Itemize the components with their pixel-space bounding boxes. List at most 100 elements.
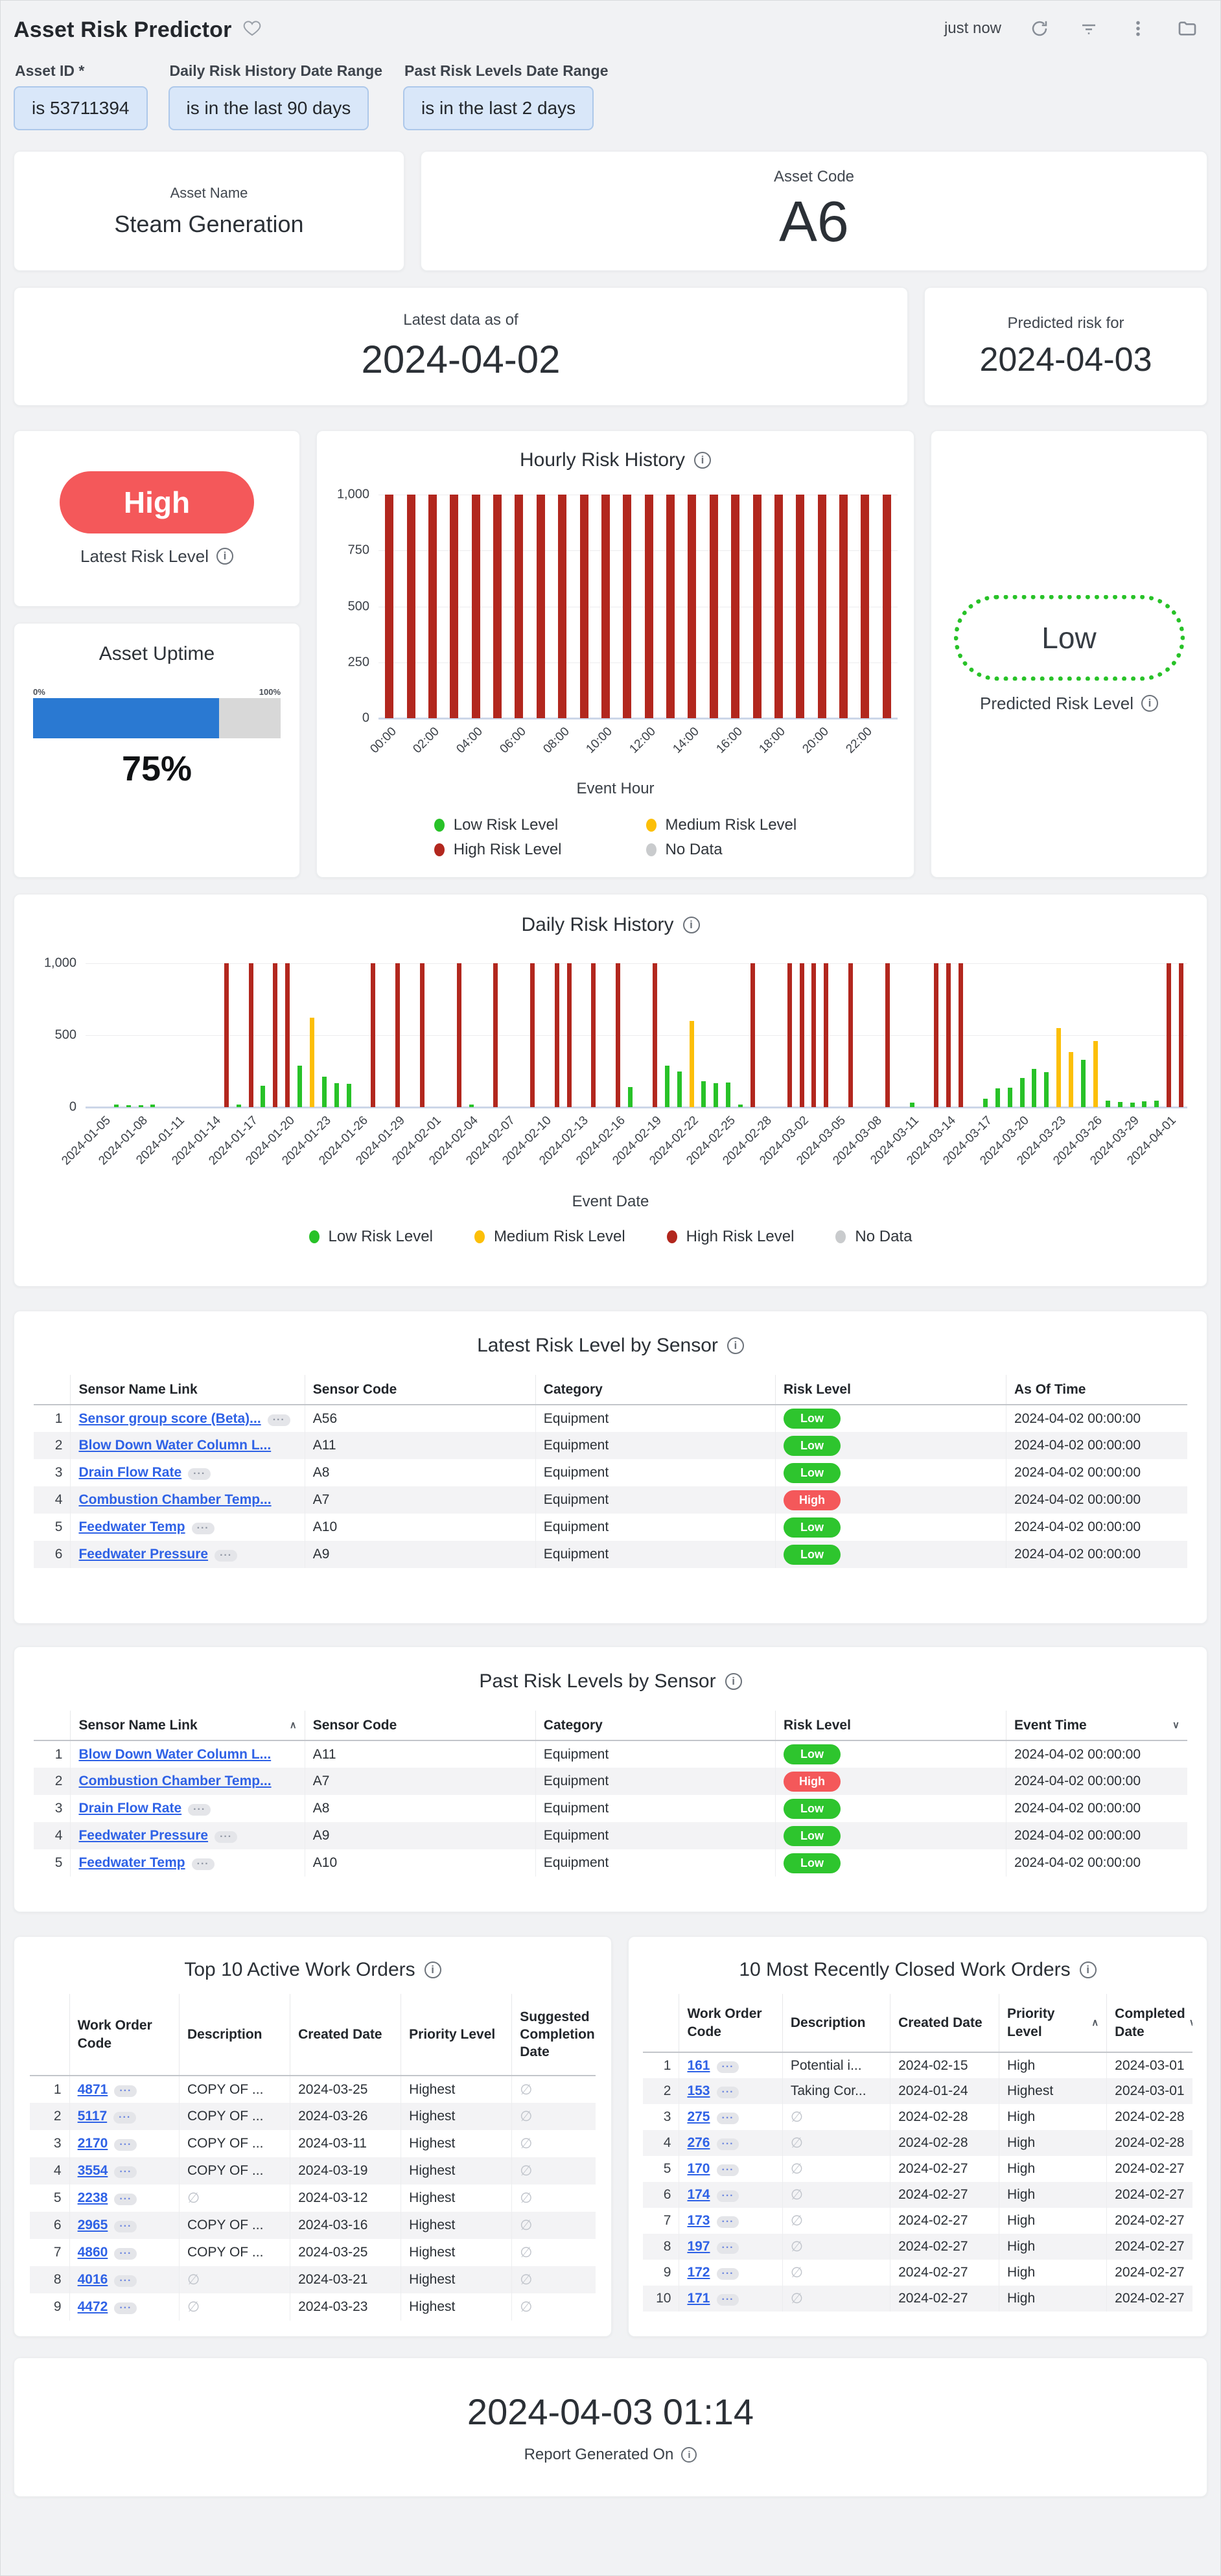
cell-link[interactable]: 2965 <box>77 2218 108 2232</box>
column-header[interactable]: Sensor Name Link ∧ <box>70 1711 305 1741</box>
folder-icon[interactable] <box>1176 18 1198 40</box>
more-options-icon[interactable]: ··· <box>191 1523 215 1534</box>
column-header[interactable]: Sensor Code <box>304 1711 536 1741</box>
sort-desc-icon[interactable]: ∨ <box>1185 2017 1192 2030</box>
info-icon[interactable]: i <box>727 1337 744 1354</box>
sort-asc-icon[interactable]: ∧ <box>289 1719 297 1731</box>
column-header[interactable]: As Of Time <box>1006 1375 1187 1405</box>
info-icon[interactable]: i <box>1141 695 1158 712</box>
cell-link[interactable]: Combustion Chamber Temp... <box>78 1774 272 1788</box>
cell-link[interactable]: Feedwater Temp <box>78 1855 185 1870</box>
column-header[interactable]: Risk Level <box>775 1375 1006 1405</box>
cell-link[interactable]: Feedwater Pressure <box>78 1547 209 1562</box>
cell-link[interactable]: 4860 <box>77 2245 108 2260</box>
column-header[interactable]: Description <box>178 1994 290 2076</box>
refresh-icon[interactable] <box>1029 18 1051 40</box>
info-icon[interactable]: i <box>682 917 700 933</box>
filter-asset-id-chip[interactable]: is 53711394 <box>14 86 148 130</box>
column-header[interactable]: Work Order Code <box>69 1994 180 2076</box>
cell-link[interactable]: Feedwater Pressure <box>78 1828 209 1843</box>
more-options-icon[interactable]: ··· <box>716 2268 739 2280</box>
column-header[interactable]: Created Date <box>890 1994 999 2053</box>
chart-bar <box>726 1083 731 1107</box>
column-header[interactable]: Category <box>535 1711 776 1741</box>
more-options-icon[interactable]: ··· <box>114 2302 137 2314</box>
more-options-icon[interactable]: ··· <box>716 2138 739 2150</box>
more-options-icon[interactable]: ··· <box>114 2248 137 2260</box>
cell-link[interactable]: Drain Flow Rate <box>78 1801 182 1816</box>
cell-link[interactable]: 161 <box>687 2057 710 2073</box>
cell-link[interactable]: Blow Down Water Column L... <box>78 1438 272 1453</box>
cell-link[interactable]: 2170 <box>77 2136 108 2151</box>
column-header[interactable]: Event Time ∨ <box>1006 1711 1187 1741</box>
more-options-icon[interactable]: ··· <box>114 2139 137 2151</box>
cell-link[interactable]: 197 <box>687 2239 710 2254</box>
cell-link[interactable]: 170 <box>687 2161 710 2176</box>
more-options-icon[interactable]: ··· <box>113 2112 137 2124</box>
cell-link[interactable]: 275 <box>687 2109 710 2124</box>
cell-link[interactable]: Feedwater Temp <box>78 1519 185 1534</box>
cell-link[interactable]: 3554 <box>77 2163 108 2178</box>
sort-desc-icon[interactable]: ∨ <box>1172 1719 1180 1731</box>
more-options-icon[interactable]: ··· <box>188 1468 211 1480</box>
info-icon[interactable]: i <box>1079 1961 1097 1978</box>
more-options-icon[interactable]: ··· <box>215 1831 238 1843</box>
more-options-icon[interactable]: ··· <box>716 2113 739 2124</box>
more-options-icon[interactable]: ··· <box>114 2166 137 2178</box>
more-options-icon[interactable]: ··· <box>716 2061 739 2073</box>
more-options-icon[interactable]: ··· <box>114 2275 137 2287</box>
cell-link[interactable]: 2238 <box>77 2190 108 2205</box>
column-header[interactable]: Sensor Name Link <box>70 1375 305 1405</box>
info-icon[interactable]: i <box>725 1673 742 1690</box>
filter-past-range-chip[interactable]: is in the last 2 days <box>403 86 594 130</box>
cell-link[interactable]: 153 <box>687 2083 710 2098</box>
cell-link[interactable]: 4016 <box>77 2272 108 2287</box>
info-icon[interactable]: i <box>424 1961 441 1978</box>
info-icon[interactable]: i <box>681 2447 697 2463</box>
cell-link[interactable]: 4472 <box>77 2299 108 2314</box>
more-options-icon[interactable]: ··· <box>114 2221 137 2232</box>
more-options-icon[interactable]: ··· <box>114 2085 137 2097</box>
more-options-icon[interactable]: ··· <box>191 1858 215 1870</box>
column-header[interactable]: Suggested Completion Date <box>511 1994 596 2076</box>
cell-link[interactable]: 174 <box>687 2187 710 2202</box>
column-header[interactable]: Completed Date∨ <box>1106 1994 1192 2053</box>
more-options-icon[interactable]: ··· <box>716 2242 739 2254</box>
info-icon[interactable]: i <box>216 548 233 565</box>
cell-link[interactable]: 173 <box>687 2213 710 2228</box>
filter-icon[interactable] <box>1078 18 1100 40</box>
more-options-icon[interactable]: ··· <box>716 2294 739 2306</box>
cell-link[interactable]: 5117 <box>77 2109 108 2124</box>
more-options-icon[interactable]: ··· <box>267 1414 290 1426</box>
more-options-icon[interactable]: ··· <box>716 2164 739 2176</box>
more-options-icon[interactable]: ··· <box>716 2087 739 2098</box>
more-options-icon[interactable]: ··· <box>716 2216 739 2228</box>
column-header[interactable]: Sensor Code <box>304 1375 536 1405</box>
column-header[interactable]: Priority Level <box>401 1994 512 2076</box>
column-header[interactable]: Description <box>782 1994 890 2053</box>
column-header[interactable]: Created Date <box>290 1994 401 2076</box>
cell-link[interactable]: Combustion Chamber Temp... <box>78 1492 272 1507</box>
filter-daily-range-chip[interactable]: is in the last 90 days <box>168 86 369 130</box>
cell-link[interactable]: 172 <box>687 2265 710 2280</box>
more-options-icon[interactable]: ··· <box>215 1550 238 1562</box>
column-header[interactable]: Priority Level ∧ <box>998 1994 1107 2053</box>
more-options-icon[interactable]: ··· <box>188 1804 211 1816</box>
favorite-heart-icon[interactable] <box>242 19 262 41</box>
info-icon[interactable]: i <box>694 452 712 469</box>
kebab-menu-icon[interactable] <box>1127 18 1149 40</box>
cell-link[interactable]: 171 <box>687 2291 710 2306</box>
cell-link[interactable]: Drain Flow Rate <box>78 1465 182 1480</box>
risk-level-badge: Low <box>784 1517 841 1538</box>
cell-link[interactable]: Sensor group score (Beta)... <box>78 1411 261 1426</box>
legend-item: High Risk Level <box>434 841 562 859</box>
cell-link[interactable]: 276 <box>687 2135 710 2150</box>
more-options-icon[interactable]: ··· <box>716 2190 739 2202</box>
more-options-icon[interactable]: ··· <box>114 2194 137 2205</box>
cell-link[interactable]: Blow Down Water Column L... <box>78 1746 272 1762</box>
sort-asc-icon[interactable]: ∧ <box>1091 2017 1099 2028</box>
cell-link[interactable]: 4871 <box>77 2081 108 2097</box>
column-header[interactable]: Category <box>535 1375 776 1405</box>
column-header[interactable]: Risk Level <box>775 1711 1006 1741</box>
column-header[interactable]: Work Order Code <box>679 1994 783 2053</box>
